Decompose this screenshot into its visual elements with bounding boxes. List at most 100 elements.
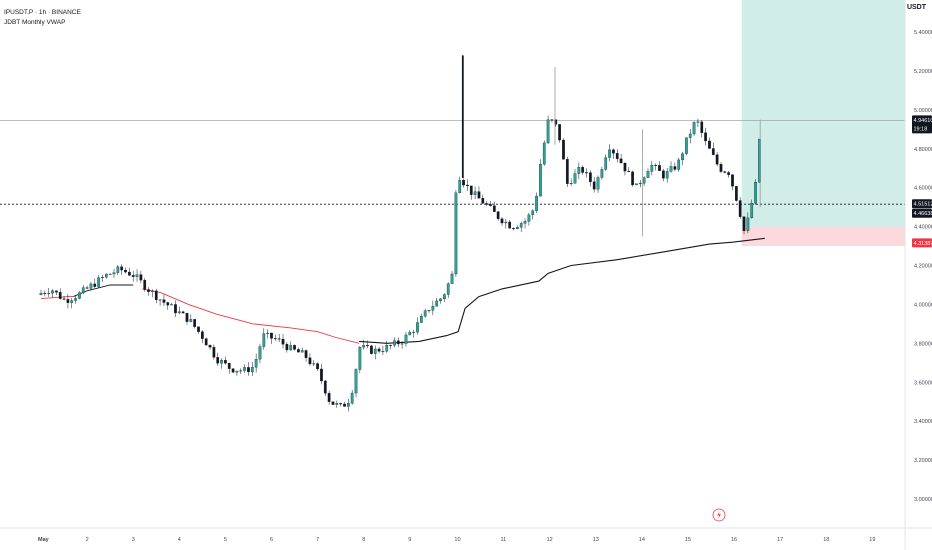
candle[interactable] bbox=[711, 142, 715, 156]
candle[interactable] bbox=[542, 140, 546, 166]
candle[interactable] bbox=[404, 331, 408, 347]
candle[interactable] bbox=[596, 175, 600, 193]
time-tick-label[interactable]: 18 bbox=[823, 537, 829, 543]
target-zone[interactable] bbox=[741, 0, 905, 227]
candle[interactable] bbox=[235, 370, 239, 376]
candle[interactable] bbox=[443, 293, 446, 302]
candle[interactable] bbox=[189, 314, 193, 323]
chart-legend[interactable]: IPUSDT.P · 1h · BINANCE JDBT Monthly VWA… bbox=[4, 8, 81, 28]
candle[interactable] bbox=[231, 368, 235, 374]
candle[interactable] bbox=[320, 363, 323, 385]
candle[interactable] bbox=[97, 274, 100, 288]
candle[interactable] bbox=[416, 317, 419, 335]
candle[interactable] bbox=[539, 159, 542, 197]
candle[interactable] bbox=[204, 337, 208, 346]
candle[interactable] bbox=[55, 290, 58, 296]
candle[interactable] bbox=[458, 176, 462, 194]
candle[interactable] bbox=[89, 281, 93, 291]
candle[interactable] bbox=[212, 344, 216, 360]
candle[interactable] bbox=[108, 273, 112, 275]
candle[interactable] bbox=[181, 310, 185, 314]
candle[interactable] bbox=[250, 362, 254, 376]
time-tick-label[interactable]: 19 bbox=[869, 537, 875, 543]
candle[interactable] bbox=[450, 271, 454, 285]
candle[interactable] bbox=[170, 302, 173, 306]
candle[interactable] bbox=[370, 344, 373, 355]
candle[interactable] bbox=[496, 210, 500, 221]
candle[interactable] bbox=[662, 168, 665, 182]
candle[interactable] bbox=[569, 178, 573, 187]
price-tick-label[interactable]: 3.00000 bbox=[914, 497, 932, 503]
price-tick-label[interactable]: 4.60000 bbox=[914, 186, 932, 192]
candle[interactable] bbox=[377, 346, 381, 354]
time-tick-label[interactable]: 6 bbox=[270, 537, 273, 543]
candle[interactable] bbox=[154, 288, 158, 304]
candle[interactable] bbox=[158, 299, 162, 306]
candle[interactable] bbox=[531, 209, 535, 220]
candle[interactable] bbox=[750, 199, 754, 219]
candle[interactable] bbox=[665, 167, 669, 183]
candle[interactable] bbox=[573, 169, 577, 184]
candle[interactable] bbox=[327, 390, 331, 405]
candle[interactable] bbox=[685, 137, 688, 156]
candle[interactable] bbox=[243, 364, 246, 373]
candle[interactable] bbox=[742, 216, 746, 235]
candle[interactable] bbox=[273, 334, 277, 341]
candle[interactable] bbox=[654, 163, 658, 171]
price-tick-label[interactable]: 3.40000 bbox=[914, 419, 932, 425]
candle[interactable] bbox=[681, 151, 684, 166]
candle[interactable] bbox=[704, 127, 707, 146]
candle[interactable] bbox=[692, 121, 696, 136]
candle[interactable] bbox=[577, 162, 581, 179]
candle[interactable] bbox=[308, 353, 312, 366]
candle[interactable] bbox=[631, 170, 634, 187]
candle[interactable] bbox=[362, 339, 366, 350]
candle[interactable] bbox=[554, 119, 558, 127]
candle[interactable] bbox=[473, 186, 477, 200]
time-tick-label[interactable]: 15 bbox=[685, 537, 691, 543]
candle[interactable] bbox=[339, 402, 343, 407]
candle[interactable] bbox=[727, 170, 731, 178]
candle[interactable] bbox=[39, 289, 43, 296]
price-tick-label[interactable]: 4.00000 bbox=[914, 302, 932, 308]
price-tick-label[interactable]: 3.80000 bbox=[914, 341, 932, 347]
candle[interactable] bbox=[550, 119, 554, 123]
candle[interactable] bbox=[700, 120, 704, 138]
candle[interactable] bbox=[558, 124, 561, 143]
candle[interactable] bbox=[258, 343, 262, 364]
alert-icon[interactable] bbox=[712, 508, 726, 522]
candle[interactable] bbox=[650, 160, 654, 176]
candle[interactable] bbox=[277, 334, 281, 343]
candle[interactable] bbox=[427, 310, 431, 313]
candle[interactable] bbox=[477, 186, 481, 199]
candle[interactable] bbox=[101, 274, 104, 283]
candle[interactable] bbox=[731, 174, 734, 191]
candle[interactable] bbox=[585, 168, 588, 178]
price-tick-label[interactable]: 4.40000 bbox=[914, 225, 932, 231]
time-tick-label[interactable]: 11 bbox=[501, 537, 507, 543]
candle[interactable] bbox=[615, 149, 619, 163]
candle[interactable] bbox=[489, 201, 492, 207]
candle[interactable] bbox=[51, 289, 54, 298]
candle[interactable] bbox=[47, 287, 51, 297]
candle[interactable] bbox=[331, 401, 335, 405]
candle[interactable] bbox=[200, 330, 204, 344]
candle[interactable] bbox=[381, 345, 385, 355]
candles[interactable] bbox=[39, 55, 761, 412]
position-zones[interactable] bbox=[741, 0, 905, 247]
candle[interactable] bbox=[358, 345, 362, 374]
candle[interactable] bbox=[66, 293, 70, 309]
candle[interactable] bbox=[581, 165, 585, 175]
price-tick-label[interactable]: 4.20000 bbox=[914, 264, 932, 270]
candle[interactable] bbox=[523, 218, 527, 229]
candle[interactable] bbox=[143, 278, 147, 292]
time-tick-label[interactable]: May bbox=[38, 537, 50, 543]
candle[interactable] bbox=[504, 218, 508, 229]
candle[interactable] bbox=[481, 194, 485, 204]
candle[interactable] bbox=[431, 300, 435, 316]
stop-zone[interactable] bbox=[741, 226, 905, 247]
candle[interactable] bbox=[78, 291, 81, 300]
candle[interactable] bbox=[738, 197, 742, 219]
candle[interactable] bbox=[116, 264, 120, 276]
candle[interactable] bbox=[335, 400, 339, 408]
